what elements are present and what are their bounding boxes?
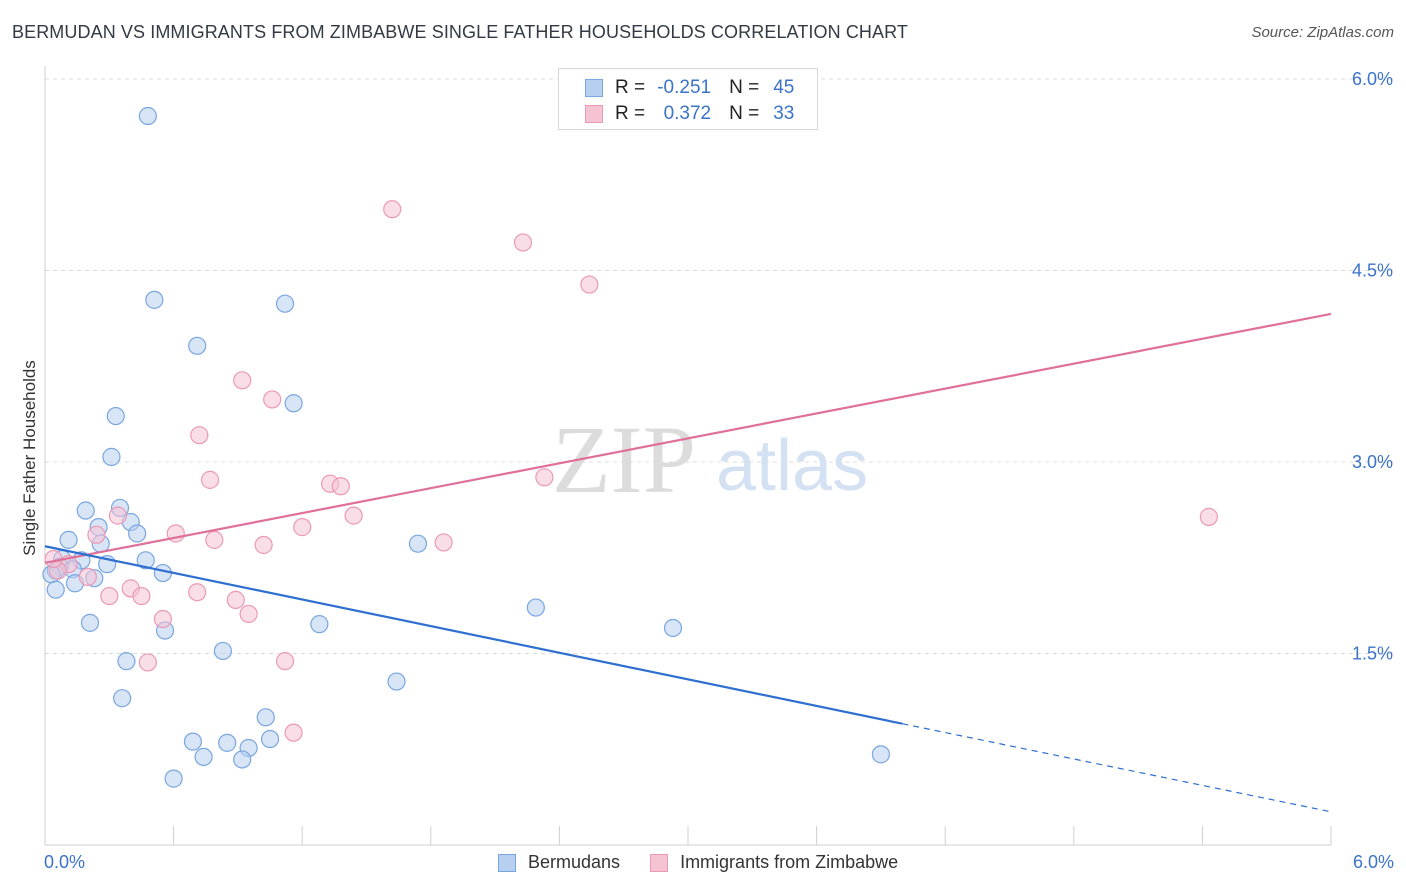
source-label: Source: ZipAtlas.com [1251, 24, 1394, 41]
zimbabwe-point [293, 518, 312, 537]
bermudan-trend-line [44, 545, 903, 725]
series-legend: Bermudans Immigrants from Zimbabwe [498, 852, 928, 873]
legend-n-value: 45 [773, 77, 795, 98]
bermudan-point [310, 615, 329, 634]
legend-r-value: -0.251 [657, 77, 712, 98]
bermudan-trend-extension [902, 723, 1332, 813]
legend-n-label: N = [729, 77, 760, 98]
zimbabwe-point [1199, 507, 1218, 526]
zimbabwe-point [383, 200, 402, 219]
zimbabwe-point [226, 590, 245, 609]
bermudan-point [164, 769, 183, 788]
legend-swatch-pink [650, 853, 669, 872]
bermudan-point [102, 447, 121, 466]
bermudan-point [233, 750, 252, 769]
trend-lines [44, 312, 1332, 813]
bermudan-point [260, 729, 280, 749]
legend-row-bermudans: R = -0.251 N = 45 [585, 76, 794, 100]
zimbabwe-point [434, 533, 453, 552]
watermark-atlas: atlas [716, 426, 868, 506]
legend-r-label: R = [615, 103, 646, 124]
y-tick-label: 4.5% [1352, 261, 1393, 281]
legend-item-zimbabwe: Immigrants from Zimbabwe [650, 852, 898, 873]
zimbabwe-point [78, 567, 97, 587]
bermudan-point [218, 733, 237, 752]
grid-lines [45, 78, 1395, 654]
zimbabwe-point [100, 586, 119, 606]
axes [44, 66, 1332, 846]
x-tick-min: 0.0% [44, 852, 86, 872]
bermudan-point [387, 672, 406, 691]
legend-r-label: R = [615, 77, 646, 98]
zimbabwe-point [87, 525, 106, 544]
zimbabwe-point [513, 233, 533, 252]
zimbabwe-point [535, 468, 554, 487]
legend-swatch-blue [498, 853, 516, 872]
bermudan-point [153, 563, 172, 583]
zimbabwe-point [153, 609, 172, 629]
zimbabwe-point [200, 470, 220, 489]
bermudan-point [871, 745, 891, 764]
zimbabwe-point [205, 530, 224, 549]
bermudan-point [663, 618, 683, 638]
watermark: ZIP atlas [552, 406, 868, 513]
bermudan-point [275, 294, 295, 313]
bermudan-point [117, 652, 136, 671]
legend-n-label: N = [729, 103, 760, 124]
bermudan-point [183, 732, 202, 751]
zimbabwe-point [275, 652, 295, 671]
zimbabwe-point [132, 586, 151, 606]
legend-r-value: 0.372 [663, 103, 712, 124]
zimbabwe-point [138, 653, 157, 672]
legend-row-zimbabwe: R = 0.372 N = 33 [585, 102, 794, 126]
legend-swatch-pink [585, 105, 603, 123]
zimbabwe-point [331, 477, 350, 496]
zimbabwe-point [254, 535, 273, 555]
bermudan-point [256, 708, 275, 727]
zimbabwe-point [190, 426, 209, 445]
legend-n-value: 33 [773, 103, 795, 124]
x-tick-max: 6.0% [1352, 852, 1394, 872]
bermudan-point [106, 406, 125, 426]
bermudan-point [526, 598, 545, 617]
zimbabwe-point [344, 506, 363, 525]
zimbabwe-point [188, 583, 207, 602]
y-tick-label: 3.0% [1352, 452, 1393, 472]
zimbabwe-point [580, 275, 599, 294]
zimbabwe-point [108, 506, 127, 525]
bermudan-point [80, 613, 100, 632]
bermudan-point [46, 580, 65, 599]
bermudan-point [76, 501, 95, 520]
legend-swatch-blue [585, 79, 603, 97]
bermudan-point [194, 747, 213, 767]
correlation-legend: R = -0.251 N = 45 R = 0.372 N = 33 [558, 68, 818, 130]
zimbabwe-trend-line [44, 312, 1332, 564]
bermudan-point [284, 394, 303, 413]
y-tick-label: 1.5% [1352, 644, 1393, 664]
chart-title: BERMUDAN VS IMMIGRANTS FROM ZIMBABWE SIN… [12, 22, 908, 42]
zimbabwe-point [233, 371, 252, 390]
legend-label-bermudans: Bermudans [528, 852, 621, 872]
bermudan-point [136, 551, 155, 570]
bermudan-point [145, 290, 164, 309]
bermudan-point [188, 336, 207, 355]
legend-item-bermudans: Bermudans [498, 852, 620, 873]
legend-label-zimbabwe: Immigrants from Zimbabwe [680, 852, 899, 872]
bermudan-point [59, 530, 78, 549]
y-tick-label: 6.0% [1352, 69, 1393, 89]
zimbabwe-point [263, 390, 282, 409]
zimbabwe-point [284, 723, 303, 742]
bermudan-point [113, 689, 132, 708]
bermudan-point [128, 524, 147, 543]
bermudan-point [213, 641, 232, 661]
zimbabwe-point [239, 604, 258, 624]
y-tick-labels: 1.5% 3.0% 4.5% 6.0% [1352, 69, 1393, 664]
bermudan-point [408, 534, 428, 553]
bermudan-point [138, 106, 157, 126]
